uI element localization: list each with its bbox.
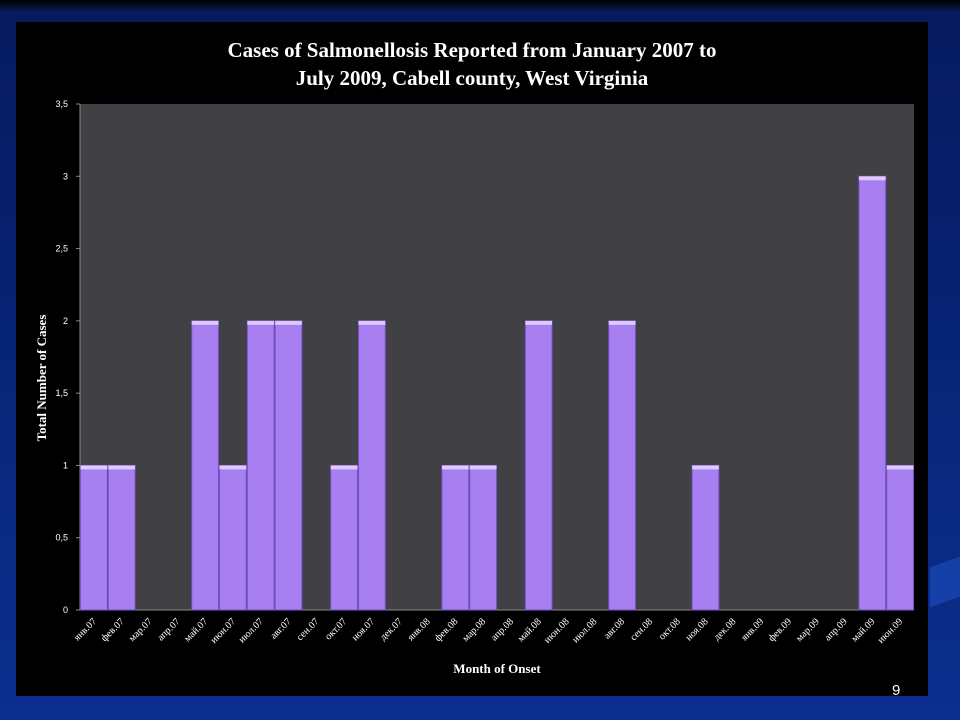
bar (219, 464, 247, 611)
bar-top-highlight (191, 320, 219, 325)
x-tick-label: июл.07 (237, 616, 266, 645)
x-tick-label: фев.08 (433, 616, 461, 644)
y-tick-label: 3,5 (55, 99, 68, 109)
chart-title-line1: Cases of Salmonellosis Reported from Jan… (227, 38, 717, 62)
bar (330, 464, 358, 611)
x-tick-label: авг.08 (602, 616, 627, 641)
x-tick-label: июн.08 (542, 616, 571, 645)
bar (358, 320, 386, 611)
x-tick-label: дек.08 (712, 616, 739, 643)
bar (691, 464, 720, 611)
x-tick-label: фев.07 (99, 616, 127, 644)
x-tick-label: фев.09 (766, 616, 794, 644)
bar (858, 175, 887, 611)
bar-top-highlight (886, 465, 914, 470)
y-tick-label: 2 (63, 316, 68, 326)
x-tick-label: апр.08 (489, 616, 516, 643)
y-tick-label: 1,5 (55, 388, 68, 398)
x-tick-label: июн.07 (209, 616, 238, 645)
bar-top-highlight (469, 465, 497, 470)
top-border (0, 0, 960, 14)
y-tick-label: 2,5 (55, 244, 68, 254)
x-tick-label: авг.07 (268, 616, 293, 641)
y-axis-label: Total Number of Cases (34, 315, 49, 442)
x-tick-label: янв.08 (406, 616, 433, 643)
bar (608, 320, 636, 611)
x-tick-label: май.08 (516, 616, 544, 644)
bar-top-highlight (358, 320, 386, 325)
bar-top-highlight (525, 320, 553, 325)
bar-chart: 0 0,5 1 1,5 2 2,5 3 3,5 янв.07 фев.07 мар.07 апр.07… (34, 99, 914, 676)
x-tick-label: апр.07 (155, 616, 182, 643)
x-tick-label: мар.07 (127, 616, 155, 644)
bar-top-highlight (858, 176, 886, 181)
y-tick-label: 3 (63, 171, 68, 181)
x-tick-label: дек.07 (378, 616, 405, 643)
x-tick-label: янв.09 (739, 616, 766, 643)
x-axis-label: Month of Onset (453, 661, 541, 676)
x-tick-label: май.09 (849, 616, 877, 644)
bar-top-highlight (80, 465, 108, 470)
bar (524, 320, 553, 611)
plot-area (80, 104, 914, 610)
chart-title-line2: July 2009, Cabell county, West Virginia (295, 66, 649, 90)
x-tick-label: мар.08 (461, 616, 489, 644)
slide-page-number: 9 (892, 682, 901, 699)
bar-top-highlight (441, 465, 469, 470)
x-tick-label: окт.07 (323, 616, 349, 642)
bar (274, 320, 303, 611)
bar (80, 464, 108, 611)
y-tick-label: 0,5 (55, 533, 68, 543)
bar (886, 464, 914, 611)
y-tick-label: 1 (63, 460, 68, 470)
bar-top-highlight (608, 320, 636, 325)
bar-top-highlight (330, 465, 358, 470)
x-tick-label: мар.09 (794, 616, 822, 644)
bar-top-highlight (692, 465, 719, 470)
chart-title: Cases of Salmonellosis Reported from Jan… (16, 36, 928, 92)
y-tick-label: 0 (63, 605, 68, 615)
bar (441, 464, 470, 611)
bar-top-highlight (219, 465, 247, 470)
x-tick-label: ноя.07 (350, 616, 377, 643)
x-tick-label: июн.09 (876, 616, 905, 645)
bar-top-highlight (275, 320, 302, 325)
decorative-shape (930, 552, 960, 608)
x-tick-label: ноя.08 (684, 616, 711, 643)
bar (246, 320, 275, 611)
x-tick-label: июл.08 (570, 616, 599, 645)
chart-panel: Cases of Salmonellosis Reported from Jan… (16, 22, 928, 696)
x-tick-label: сен.08 (628, 616, 655, 643)
bar (191, 320, 219, 611)
x-tick-label: янв.07 (72, 616, 99, 643)
bar (469, 464, 497, 611)
x-tick-label: сен.07 (295, 616, 322, 643)
x-tick-label: май.07 (182, 616, 210, 644)
bar-top-highlight (108, 465, 136, 470)
x-tick-label: окт.08 (657, 616, 683, 642)
x-tick-label: апр.09 (823, 616, 850, 643)
bar-top-highlight (247, 320, 275, 325)
bar (107, 464, 136, 611)
